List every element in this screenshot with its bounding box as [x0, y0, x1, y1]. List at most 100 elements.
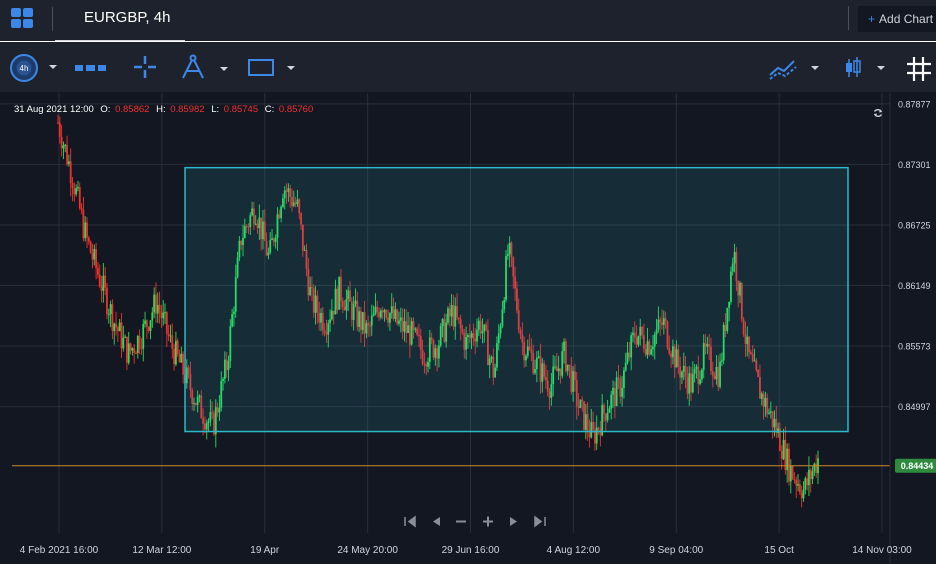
- candle-body: [165, 312, 168, 334]
- shapes-button[interactable]: [247, 57, 299, 79]
- candle-body: [298, 199, 301, 214]
- candle-body: [258, 217, 261, 228]
- candle-body: [289, 188, 292, 197]
- candle-body: [679, 366, 682, 378]
- chart-area[interactable]: 0.87877 0.87301 0.86725 0.86149 0.85573 0.849…: [0, 93, 936, 564]
- candle-body: [597, 427, 600, 430]
- candle-body: [252, 208, 255, 224]
- candle-body: [309, 287, 312, 296]
- zoom-out-icon[interactable]: [454, 514, 468, 528]
- candle-body: [390, 306, 393, 314]
- layout-grid-icon[interactable]: [11, 8, 35, 30]
- rectangle-drawing[interactable]: [184, 166, 849, 433]
- candle-body: [517, 310, 520, 330]
- bar-spacing-icon[interactable]: [74, 61, 108, 75]
- legend-low-value: 0.85745: [224, 104, 258, 115]
- zoom-in-icon[interactable]: [481, 514, 495, 528]
- candle-body: [216, 407, 219, 413]
- candle-body: [332, 310, 335, 315]
- candle-body: [797, 484, 799, 486]
- candle-body: [686, 377, 689, 394]
- candle-body: [630, 335, 633, 358]
- candle-body: [697, 366, 700, 384]
- candle-body: [653, 334, 656, 347]
- candle-body: [762, 393, 765, 407]
- current-price-label: 0.84434: [895, 458, 936, 473]
- candle-body: [356, 300, 359, 327]
- grid-toggle-icon[interactable]: [906, 56, 932, 82]
- chart-tab[interactable]: EURGBP, 4h: [55, 0, 185, 42]
- candle-body: [323, 330, 326, 334]
- candle-body: [534, 369, 536, 374]
- candle-body: [461, 328, 464, 333]
- candle-body: [142, 323, 145, 349]
- candle-body: [296, 199, 299, 205]
- candle-body: [735, 252, 738, 282]
- candle-body: [370, 316, 373, 326]
- candle-body: [637, 335, 640, 345]
- indicators-button[interactable]: [768, 55, 822, 81]
- candle-body: [428, 337, 431, 362]
- candle-body: [145, 320, 148, 327]
- compass-icon: [182, 54, 204, 79]
- candle-body: [262, 221, 264, 240]
- candle-body: [769, 411, 772, 413]
- candle-body: [360, 311, 362, 331]
- candle-body: [369, 325, 371, 327]
- candle-body: [75, 188, 78, 195]
- candle-body: [155, 294, 157, 314]
- candle-body: [329, 319, 331, 324]
- candle-body: [122, 337, 125, 349]
- candle-body: [93, 248, 96, 260]
- candle-body: [272, 238, 275, 242]
- candle-body: [719, 361, 721, 387]
- candle-body: [363, 312, 366, 334]
- candle-body: [465, 337, 468, 350]
- candle-body: [775, 418, 778, 433]
- candle-body: [113, 323, 116, 332]
- candle-body: [58, 122, 61, 137]
- scroll-left-icon[interactable]: [429, 514, 443, 528]
- scroll-to-end-icon[interactable]: [533, 514, 547, 528]
- candle-body: [95, 248, 97, 268]
- svg-text:31 Aug 2021 12:00 O:: 31 Aug 2021 12:00 O: 0.85862 H: 0.85982 …: [14, 104, 313, 115]
- interval-button[interactable]: 4h: [8, 52, 60, 84]
- candle-body: [717, 366, 720, 387]
- candle-body: [352, 304, 355, 321]
- add-chart-button[interactable]: + Add Chart: [858, 6, 936, 32]
- candle-body: [349, 290, 351, 302]
- candle-body: [126, 336, 128, 363]
- scroll-right-icon[interactable]: [507, 514, 521, 528]
- candle-body: [563, 341, 565, 352]
- candle-body: [222, 378, 224, 381]
- candle-body: [234, 277, 237, 312]
- candle-body: [392, 306, 395, 319]
- candle-body: [316, 295, 319, 313]
- time-tick-label: 24 May 20:00: [337, 545, 398, 556]
- candle-body: [242, 238, 244, 246]
- candle-body: [202, 418, 205, 424]
- candle-body: [615, 377, 618, 407]
- scroll-to-start-icon[interactable]: [403, 514, 417, 528]
- candle-body: [784, 439, 787, 471]
- candle-body: [383, 310, 386, 313]
- candle-body: [532, 352, 535, 374]
- candlestick-icon: [846, 57, 861, 77]
- price-tick-label: 0.86725: [898, 220, 931, 230]
- drawing-tools-button[interactable]: [180, 53, 230, 81]
- chart-type-button[interactable]: [842, 55, 888, 81]
- time-tick-label: 14 Nov 03:00: [852, 545, 912, 556]
- candle-body: [223, 359, 226, 379]
- candle-body: [506, 254, 509, 257]
- candle-body: [394, 309, 397, 319]
- chart-grid: [0, 93, 890, 533]
- candle-body: [129, 343, 132, 351]
- candle-body: [673, 346, 676, 368]
- candle-body: [526, 346, 529, 356]
- candle-body: [448, 308, 451, 317]
- price-chart[interactable]: 0.87877 0.87301 0.86725 0.86149 0.85573 0.849…: [0, 93, 936, 564]
- candle-body: [730, 271, 732, 302]
- crosshair-icon[interactable]: [132, 54, 158, 80]
- reset-refresh-icon[interactable]: [873, 109, 883, 117]
- candle-body: [204, 423, 206, 430]
